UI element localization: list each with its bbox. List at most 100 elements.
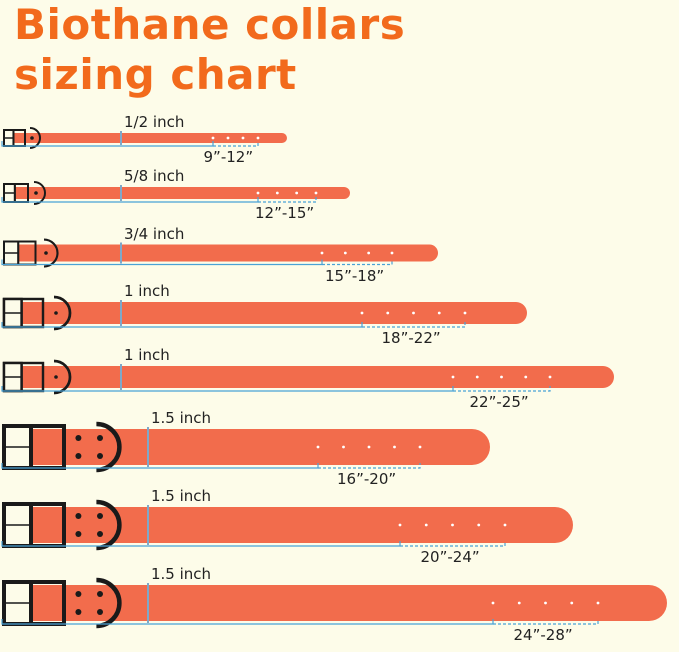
range-line (318, 463, 421, 469)
width-label: 1 inch (124, 346, 170, 364)
strap-hole (517, 601, 521, 605)
rivet (75, 453, 82, 459)
rivet (97, 591, 103, 597)
strap-hole (342, 445, 345, 449)
size-range-label: 24”-28” (513, 626, 573, 644)
strap-hole (390, 251, 394, 255)
measure-line (1, 259, 323, 266)
width-label: 1.5 inch (151, 409, 212, 427)
strap-hole (367, 445, 371, 449)
range-line (400, 541, 506, 547)
range-line (322, 259, 393, 266)
strap-hole (393, 445, 396, 449)
size-range-label: 18”-22” (381, 329, 441, 347)
strap-hole (451, 523, 454, 527)
title-line-2: sizing chart (14, 50, 297, 99)
size-range-label: 12”-15” (255, 204, 315, 222)
width-label: 1.5 inch (151, 487, 212, 505)
size-range-label: 16”-20” (337, 470, 397, 488)
d-ring-icon (43, 238, 59, 268)
strap-hole (424, 523, 428, 527)
strap-hole (320, 251, 324, 255)
measure-line (1, 619, 494, 625)
collar-strap (4, 187, 350, 199)
range-line (362, 322, 466, 328)
collar-strap (4, 244, 438, 262)
strap-hole (451, 375, 455, 379)
strap-hole (463, 311, 467, 315)
rivet (75, 513, 82, 519)
strap-hole (418, 445, 422, 449)
strap-hole (343, 251, 347, 255)
d-ring-icon (53, 295, 72, 331)
strap-hole (360, 311, 364, 315)
rivet (75, 609, 82, 615)
rivet (54, 375, 58, 379)
strap-hole (256, 136, 260, 140)
strap-hole (256, 191, 260, 195)
strap-hole (437, 311, 441, 315)
strap-hole (570, 601, 574, 605)
strap-hole (544, 601, 547, 605)
size-range-label: 20”-24” (420, 548, 480, 566)
collar-strap (4, 366, 614, 388)
rivet (97, 513, 103, 519)
measure-line (1, 322, 363, 328)
measure-line (1, 197, 259, 203)
strap-hole (314, 191, 318, 195)
rivet (34, 191, 38, 195)
range-line (493, 619, 599, 625)
rivet (75, 435, 82, 441)
width-label: 3/4 inch (124, 224, 185, 243)
range-line (213, 141, 259, 147)
d-ring-icon (29, 127, 41, 149)
strap-hole (596, 601, 600, 605)
strap-hole (524, 375, 528, 379)
strap-hole (548, 375, 552, 379)
measure-line (1, 463, 319, 469)
strap-hole (477, 523, 481, 527)
strap-hole (412, 311, 415, 315)
rivet (30, 136, 34, 140)
collar-strap (4, 429, 490, 465)
strap-hole (491, 601, 495, 605)
strap-hole (475, 375, 479, 379)
collar-strap (4, 507, 573, 543)
title-line-1: Biothane collars (14, 0, 406, 49)
rivet (97, 531, 103, 537)
range-line (258, 197, 317, 203)
measure-line (1, 141, 214, 147)
size-range-label: 22”-25” (469, 393, 529, 411)
d-ring-icon (53, 359, 72, 395)
rivet (54, 311, 58, 315)
rivet (97, 453, 103, 459)
strap-hole (241, 136, 245, 140)
collar-strap (4, 133, 287, 143)
collar-strap (4, 585, 667, 621)
strap-hole (295, 191, 299, 195)
measure-line (1, 386, 454, 392)
width-label: 1.5 inch (151, 565, 212, 583)
width-label: 5/8 inch (124, 167, 185, 185)
rivet (97, 609, 103, 615)
strap-hole (398, 523, 402, 527)
collar-strap (4, 302, 527, 324)
rivet (75, 591, 82, 597)
d-ring-icon (33, 181, 46, 205)
strap-hole (386, 311, 390, 315)
strap-hole (500, 375, 503, 379)
strap-hole (226, 136, 230, 140)
measure-line (1, 541, 401, 547)
strap-hole (367, 251, 371, 255)
width-label: 1 inch (124, 282, 170, 300)
size-range-label: 9”-12” (203, 148, 254, 166)
width-label: 1/2 inch (124, 113, 185, 131)
rivet (97, 435, 103, 441)
strap-hole (275, 191, 279, 195)
strap-hole (503, 523, 507, 527)
range-line (453, 386, 551, 392)
strap-hole (211, 136, 215, 140)
strap-hole (316, 445, 320, 449)
